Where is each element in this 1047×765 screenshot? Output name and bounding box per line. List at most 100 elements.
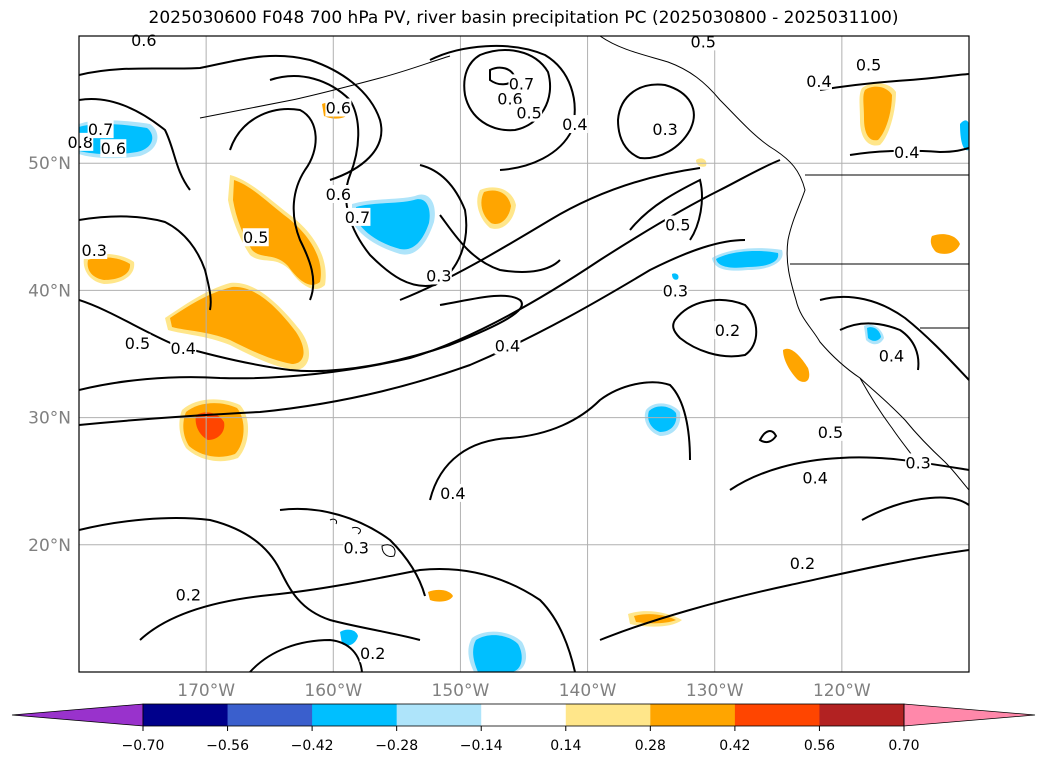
colorbar-extend-low (11, 703, 144, 727)
contour-label-bg (81, 240, 108, 259)
positive-anomaly (195, 412, 225, 440)
colorbar-tick-label: 0.56 (804, 738, 835, 754)
pv-contour (79, 215, 212, 311)
colorbar-tick-label: −0.28 (375, 738, 418, 754)
pv-contour (439, 214, 561, 273)
contour-label: 0.4 (440, 484, 465, 503)
contour-label-bg (343, 538, 370, 557)
contour-label: 0.5 (691, 32, 716, 51)
contour-label: 0.7 (509, 74, 534, 93)
contour-label: 0.4 (894, 143, 919, 162)
contour-label: 0.6 (101, 139, 126, 158)
pv-contour (429, 44, 576, 171)
colorbar-segment (565, 704, 651, 726)
colorbar-segment (396, 704, 482, 726)
contour-label-bg (893, 143, 920, 162)
contour-label-bg (664, 215, 691, 234)
negative-anomaly (473, 635, 522, 672)
positive-anomaly (783, 348, 810, 382)
colorbar-segment (143, 704, 229, 726)
pv-contour (79, 239, 746, 426)
colorbar-tick-label: 0.42 (719, 738, 750, 754)
negative-anomaly (672, 273, 679, 280)
contour-label: 0.3 (905, 453, 930, 472)
positive-anomaly (696, 158, 707, 167)
chart-title: 2025030600 F048 700 hPa PV, river basin … (148, 8, 899, 28)
positive-anomaly (428, 589, 453, 602)
contour-label: 0.3 (82, 241, 107, 260)
positive-anomaly (930, 234, 960, 254)
colorbar-tick-label: −0.70 (122, 738, 165, 754)
pv-contour (758, 430, 778, 444)
pv-contour (463, 49, 552, 132)
negative-anomaly (340, 629, 358, 646)
colorbar-tick-label: −0.56 (206, 738, 249, 754)
lat-tick-label: 40°N (28, 281, 71, 301)
colorbar-extend-high (903, 703, 1036, 727)
contour-label-bg (175, 585, 202, 604)
contour-label-bg (805, 71, 832, 90)
lat-tick-label: 30°N (28, 409, 71, 429)
contour-label-bg (789, 553, 816, 572)
contour-label-bg (714, 321, 741, 340)
pv-contour (79, 54, 383, 181)
positive-anomaly (87, 257, 131, 280)
contour-label-bg (170, 338, 197, 357)
pv-contour (819, 295, 969, 381)
pv-contour (861, 496, 969, 521)
pv-contour-labels: 0.60.80.70.60.30.5 0.40.50.60.60.70.30.70… (67, 31, 932, 663)
contour-label: 0.4 (879, 347, 904, 366)
colorbar-segment (312, 704, 398, 726)
contour-label-bg (359, 644, 386, 663)
contour-label-bg (662, 281, 689, 300)
colorbar-segment (481, 704, 567, 726)
latitude-labels: 50°N 40°N 30°N 20°N (28, 154, 71, 556)
contour-label-bg (905, 453, 932, 472)
contour-label: 0.6 (326, 99, 351, 118)
contour-label-bg (325, 98, 352, 117)
pv-contour (839, 322, 920, 371)
contour-label: 0.3 (343, 539, 368, 558)
contour-label: 0.4 (562, 115, 587, 134)
pv-contour (629, 178, 703, 241)
contour-label: 0.4 (802, 469, 827, 488)
colorbar: −0.70 −0.56 −0.42 −0.28 −0.14 0.14 0.28 0.42 0.5… (11, 703, 1036, 754)
contour-label-bg (100, 139, 127, 158)
pv-contour (229, 108, 317, 301)
lon-tick-label: 170°W (177, 681, 235, 701)
contour-label: 0.5 (516, 104, 541, 123)
positive-anomaly (481, 190, 511, 225)
colorbar-tick-label: −0.42 (291, 738, 334, 754)
contour-label: 0.2 (790, 554, 815, 573)
contour-label: 0.5 (243, 228, 268, 247)
border-line (790, 174, 969, 329)
contour-label-bg (325, 185, 352, 203)
pv-contour (429, 381, 691, 501)
positive-anomaly (863, 86, 892, 141)
coastline-alaska-islands (199, 55, 451, 119)
colorbar-tick-label: 0.70 (888, 738, 919, 754)
colorbar-tick-label: 0.28 (635, 738, 666, 754)
colorbar-segment (650, 704, 736, 726)
pv-contour (79, 98, 191, 191)
contour-label-bg (425, 266, 452, 285)
negative-anomaly (867, 327, 881, 341)
contour-label-bg (817, 422, 844, 441)
negative-anomaly (716, 251, 779, 268)
lat-tick-label: 50°N (28, 154, 71, 174)
contour-label-bg (242, 228, 269, 247)
contour-label-bg (561, 115, 588, 134)
contour-label: 0.5 (818, 423, 843, 442)
map-gridlines (79, 36, 969, 672)
contour-label-bg (690, 32, 717, 51)
contour-label: 0.5 (856, 55, 881, 74)
contour-label: 0.4 (806, 72, 831, 91)
contour-label: 0.8 (68, 133, 93, 152)
negative-anomaly (648, 406, 677, 432)
contour-label-bg (508, 74, 535, 93)
contour-label: 0.2 (360, 644, 385, 663)
contour-label: 0.4 (171, 339, 196, 358)
pv-contour (79, 517, 421, 641)
contour-label: 0.6 (131, 31, 156, 50)
